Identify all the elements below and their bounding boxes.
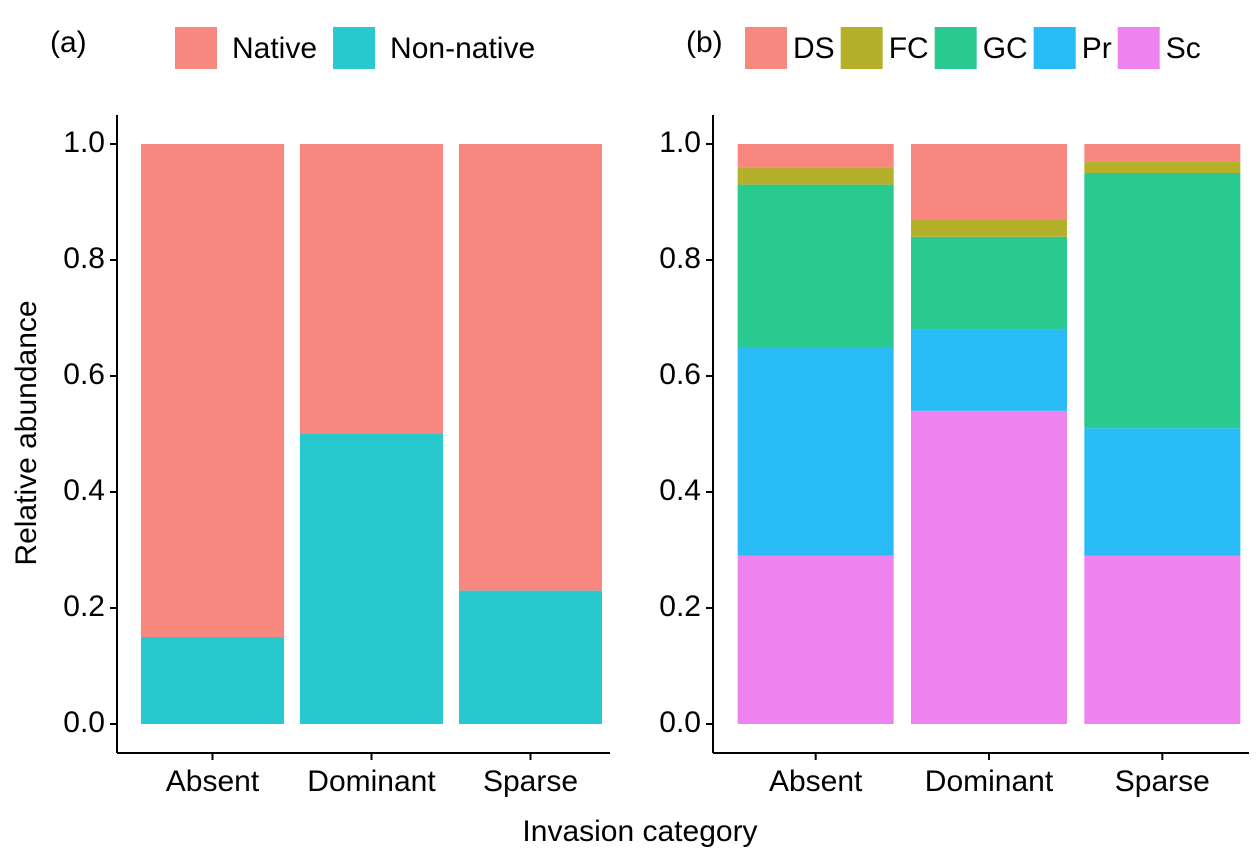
y-tick-label: 0.2	[63, 590, 105, 623]
bar-segment	[911, 144, 1067, 220]
legend-swatch	[333, 27, 376, 69]
x-tick-label: Sparse	[1115, 765, 1210, 798]
y-tick-label: 0.8	[63, 242, 105, 275]
bar-segment	[1084, 428, 1241, 556]
bar-segment	[299, 434, 444, 724]
legend-label: GC	[983, 32, 1028, 65]
panel-label: (a)	[50, 26, 87, 59]
bar-segment	[140, 637, 285, 724]
legend-label: Native	[232, 32, 317, 65]
y-tick-label: 0.6	[659, 358, 701, 391]
y-tick-label: 0.2	[659, 590, 701, 623]
x-tick-label: Dominant	[925, 765, 1054, 798]
legend-swatch	[175, 27, 217, 69]
legend-label: Sc	[1166, 32, 1201, 65]
bar-segment	[737, 555, 894, 724]
legend-label: DS	[793, 32, 835, 65]
bar-segment	[458, 590, 603, 724]
bar-segment	[737, 347, 894, 556]
y-tick-label: 0.4	[659, 474, 701, 507]
bar-segment	[737, 144, 894, 168]
panel-label: (b)	[686, 26, 723, 59]
legend-swatch	[1033, 27, 1076, 69]
legend-swatch	[840, 27, 883, 69]
y-tick-label: 0.0	[63, 706, 105, 739]
y-tick-label: 0.8	[659, 242, 701, 275]
bar-segment	[911, 219, 1067, 237]
legend-swatch	[1117, 27, 1160, 69]
bar-segment	[911, 236, 1067, 330]
bar-segment	[1084, 144, 1241, 162]
legend-label: Non-native	[390, 32, 535, 65]
bar-segment	[1084, 173, 1241, 429]
bar-segment	[737, 167, 894, 185]
x-tick-label: Absent	[166, 765, 260, 798]
legend-label: Pr	[1082, 32, 1112, 65]
legend-label: FC	[889, 32, 929, 65]
y-tick-label: 1.0	[63, 126, 105, 159]
bar-segment	[299, 144, 444, 434]
bar-segment	[911, 410, 1067, 724]
bar-segment	[140, 144, 285, 637]
y-axis-label: Relative abundance	[10, 300, 43, 565]
bar-segment	[737, 184, 894, 347]
x-tick-label: Dominant	[307, 765, 436, 798]
y-tick-label: 0.6	[63, 358, 105, 391]
y-tick-label: 0.4	[63, 474, 105, 507]
y-tick-label: 1.0	[659, 126, 701, 159]
bar-segment	[911, 329, 1067, 411]
y-tick-label: 0.0	[659, 706, 701, 739]
x-tick-label: Absent	[769, 765, 863, 798]
legend-swatch	[745, 27, 787, 69]
bar-segment	[1084, 161, 1241, 173]
x-tick-label: Sparse	[483, 765, 578, 798]
legend-swatch	[934, 27, 977, 69]
bar-segment	[1084, 555, 1241, 724]
bar-segment	[458, 144, 603, 591]
x-axis-label: Invasion category	[522, 815, 757, 848]
